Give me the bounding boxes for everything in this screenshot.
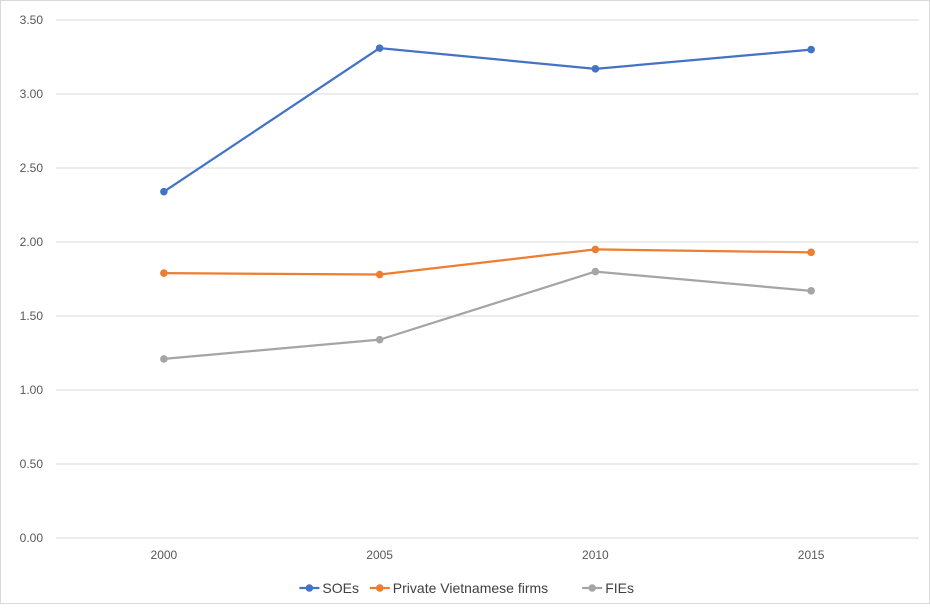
legend-item: SOEs — [299, 580, 359, 596]
legend-swatch-marker — [588, 584, 596, 592]
x-axis-ticks: 2000 2005 2010 2015 — [151, 548, 825, 562]
data-point — [160, 269, 168, 277]
x-tick-label: 2005 — [366, 548, 393, 562]
legend-label: SOEs — [322, 580, 359, 596]
series-1 — [160, 245, 815, 279]
y-tick-label: 2.50 — [20, 161, 44, 175]
data-point — [591, 245, 600, 254]
y-tick-label: 1.00 — [20, 383, 44, 397]
data-point — [375, 335, 384, 344]
legend-label: Private Vietnamese firms — [393, 580, 548, 596]
x-tick-label: 2010 — [582, 548, 609, 562]
series-0 — [160, 44, 815, 196]
legend-item: Private Vietnamese firms — [369, 580, 548, 596]
y-axis-ticks: 0.00 0.50 1.00 1.50 2.00 2.50 3.00 3.50 — [20, 13, 44, 545]
series-line — [162, 248, 813, 276]
series-lines — [160, 44, 815, 363]
gridlines — [56, 19, 919, 539]
data-point — [807, 287, 815, 295]
x-tick-label: 2015 — [798, 548, 825, 562]
data-point — [375, 44, 384, 52]
data-point — [807, 248, 815, 257]
data-point — [160, 187, 168, 196]
legend-item: FIEs — [582, 580, 634, 596]
y-tick-label: 1.50 — [20, 309, 44, 323]
y-tick-label: 0.50 — [20, 457, 44, 471]
series-line — [162, 270, 813, 361]
y-tick-label: 3.50 — [20, 13, 44, 27]
x-tick-label: 2000 — [151, 548, 178, 562]
data-point — [807, 45, 815, 54]
legend-label: FIEs — [605, 580, 634, 596]
series-2 — [160, 267, 815, 363]
data-point — [591, 65, 600, 73]
data-point — [591, 267, 600, 276]
legend-swatch-marker — [305, 584, 314, 592]
y-tick-label: 2.00 — [20, 235, 44, 249]
y-tick-label: 3.00 — [20, 87, 44, 101]
legend-swatch-marker — [376, 584, 384, 592]
legend: SOEs Private Vietnamese firms FIEs — [299, 580, 634, 596]
series-line — [162, 46, 813, 193]
data-point — [375, 270, 384, 279]
y-tick-label: 0.00 — [20, 531, 44, 545]
data-point — [160, 355, 168, 363]
